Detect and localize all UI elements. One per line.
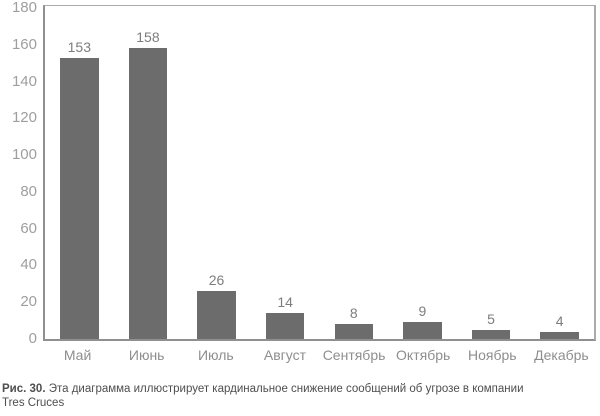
bar-slot: 9 — [388, 6, 457, 339]
y-tick-label: 140 — [11, 72, 37, 90]
bar-0 — [60, 57, 99, 339]
x-tick-label: Август — [263, 347, 306, 363]
bar-value-label: 26 — [208, 272, 225, 289]
bar-2 — [197, 291, 236, 339]
y-tick-label: 80 — [20, 182, 37, 200]
x-tick-label: Сентябрь — [322, 347, 386, 363]
bar-slot: 4 — [525, 6, 594, 339]
x-axis: Май Июнь Июль Август Сентябрь Октябрь Ноябрь Де… — [43, 347, 596, 363]
bar-slot: 8 — [320, 6, 389, 339]
bar-value-label: 153 — [67, 38, 91, 55]
y-tick-label: 180 — [11, 0, 37, 16]
y-tick-label: 100 — [11, 146, 37, 164]
figure-caption: Рис. 30. Эта диаграмма иллюстрирует кард… — [2, 382, 598, 410]
y-tick-label: 40 — [20, 256, 37, 274]
bar-slot: 14 — [251, 6, 320, 339]
bar-1 — [128, 48, 168, 339]
bar-value-label: 5 — [487, 310, 495, 327]
bar-slot: 153 — [45, 6, 114, 339]
y-tick-label: 120 — [11, 109, 37, 127]
bar-slot: 158 — [114, 6, 183, 339]
x-tick-label: Май — [63, 347, 92, 363]
x-tick-label: Октябрь — [396, 347, 451, 363]
bar-4 — [334, 324, 374, 339]
caption-number: Рис. 30. — [2, 383, 46, 395]
y-tick-label: 20 — [20, 293, 37, 311]
caption-line2: Tres Cruces — [2, 397, 65, 409]
bar-3 — [265, 313, 305, 339]
bar-6 — [471, 329, 511, 339]
y-tick-label: 160 — [11, 35, 37, 53]
x-tick-label: Декабрь — [534, 347, 589, 363]
bar-value-label: 4 — [555, 312, 564, 329]
bar-5 — [403, 322, 442, 339]
bar-slot: 5 — [457, 6, 526, 339]
plot-area: 153 158 26 14 8 9 5 4 — [43, 5, 596, 341]
x-tick-label: Июнь — [128, 347, 165, 363]
bar-7 — [540, 331, 579, 339]
bar-value-label: 8 — [349, 305, 358, 322]
bar-value-label: 158 — [136, 29, 160, 46]
caption-text: Эта диаграмма иллюстрирует кардинальное … — [48, 383, 524, 395]
y-tick-label: 60 — [20, 219, 37, 237]
x-tick-label: Ноябрь — [468, 347, 517, 363]
bar-chart: 180 160 140 120 100 80 60 40 20 0 153 158 26 14 8 9 5 4 … — [11, 0, 596, 363]
bar-value-label: 9 — [418, 303, 427, 320]
y-tick-label: 0 — [28, 330, 37, 347]
bar-slot: 26 — [182, 6, 251, 339]
bar-value-label: 14 — [277, 294, 293, 311]
x-tick-label: Июль — [197, 347, 234, 363]
